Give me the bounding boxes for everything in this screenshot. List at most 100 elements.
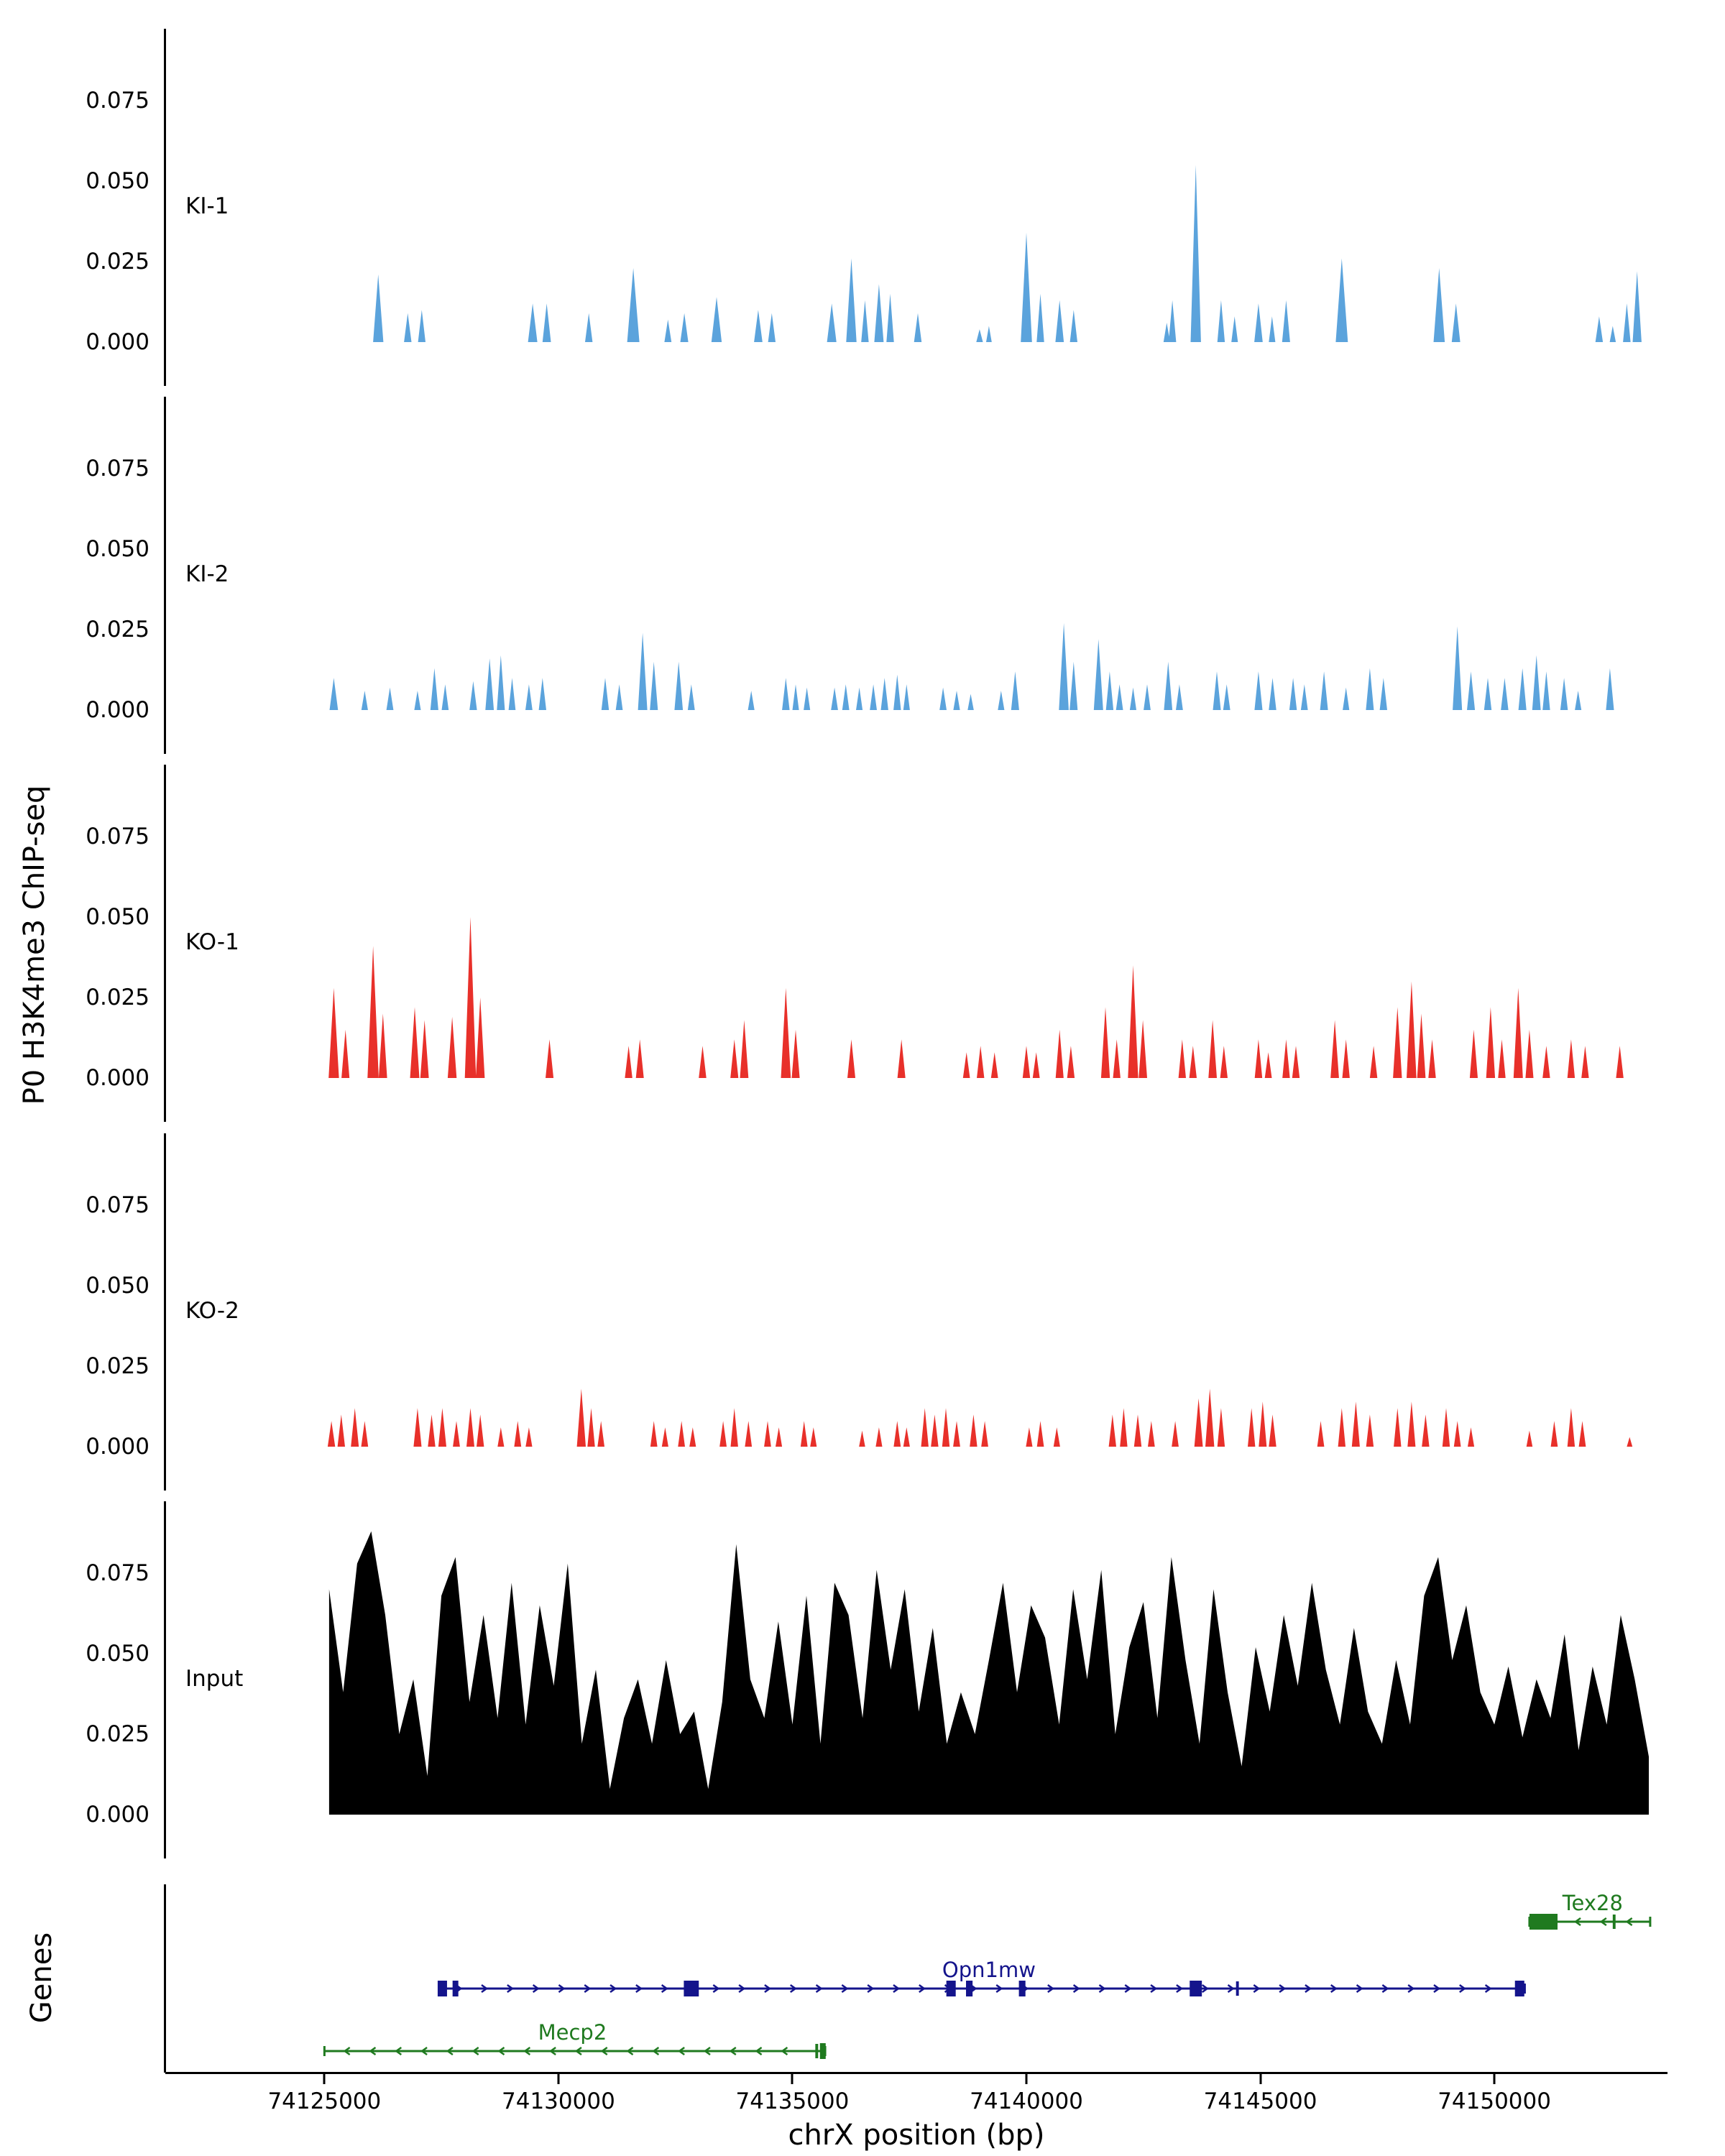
x-tick-label: 74145000 xyxy=(1203,2088,1317,2114)
strand-arrow-icon xyxy=(558,1984,566,1994)
gene-label-mecp2: Mecp2 xyxy=(538,2020,607,2045)
strand-arrow-icon xyxy=(729,2046,737,2056)
coverage-svg-input xyxy=(328,1531,1649,1815)
strand-arrow-icon xyxy=(1124,1984,1132,1994)
x-tick-mark xyxy=(1493,2073,1496,2084)
y-tick-label: 0.075 xyxy=(86,88,150,114)
strand-arrow-icon xyxy=(661,1984,668,1994)
strand-arrow-icon xyxy=(919,1984,926,1994)
track-label-ko-1: KO-1 xyxy=(185,929,239,955)
gene-mecp2: Mecp2 xyxy=(323,2020,827,2059)
strand-arrow-icon xyxy=(893,1984,901,1994)
y-tick-label: 0.075 xyxy=(86,1192,150,1218)
y-tick-label: 0.025 xyxy=(86,985,150,1010)
strand-arrow-icon xyxy=(610,1984,617,1994)
y-tick-label: 0.025 xyxy=(86,249,150,275)
gene-exon xyxy=(1529,1914,1558,1930)
genes-panel-title: Genes xyxy=(25,1932,58,2024)
coverage-svg-ko-2 xyxy=(165,1388,1668,1447)
gene-exon xyxy=(946,1981,956,1996)
y-axis-line xyxy=(164,397,166,754)
strand-arrow-icon xyxy=(755,2046,763,2056)
strand-arrow-icon xyxy=(738,1984,746,1994)
coverage-area-ki-1 xyxy=(165,165,1668,342)
strand-arrow-icon xyxy=(395,2046,402,2056)
gene-track-svg: Tex28 Opn1mw Mecp2 xyxy=(323,1891,1652,2059)
coverage-area-input xyxy=(328,1531,1649,1815)
gene-exon xyxy=(819,2043,826,2059)
strand-arrow-icon xyxy=(1573,1917,1581,1927)
y-tick-label: 0.050 xyxy=(86,904,150,930)
x-tick-mark xyxy=(557,2073,560,2084)
strand-arrow-icon xyxy=(815,1984,823,1994)
x-tick-label: 74135000 xyxy=(735,2088,850,2114)
gene-exon xyxy=(452,1981,459,1996)
strand-arrow-icon xyxy=(446,2046,454,2056)
y-tick-label: 0.000 xyxy=(86,1065,150,1091)
y-axis-line xyxy=(164,765,166,1122)
coverage-svg-ko-1 xyxy=(165,917,1668,1078)
gene-exon xyxy=(1612,1915,1616,1929)
strand-arrow-icon xyxy=(841,1984,849,1994)
y-tick-label: 0.050 xyxy=(86,168,150,194)
strand-arrow-icon xyxy=(1625,1917,1633,1927)
strand-arrow-icon xyxy=(1356,1984,1363,1994)
strand-arrow-icon xyxy=(1407,1984,1415,1994)
strand-arrow-icon xyxy=(1227,1984,1235,1994)
strand-arrow-icon xyxy=(626,2046,634,2056)
y-axis-line xyxy=(164,29,166,386)
strand-arrow-icon xyxy=(574,2046,582,2056)
strand-arrow-icon xyxy=(343,2046,351,2056)
strand-arrow-icon xyxy=(1484,1984,1492,1994)
gene-opn1mw: Opn1mw xyxy=(437,1958,1526,1996)
x-axis-line xyxy=(165,2072,1668,2074)
x-tick-label: 74150000 xyxy=(1438,2088,1551,2114)
y-tick-label: 0.000 xyxy=(86,697,150,723)
strand-arrow-icon xyxy=(1305,1984,1312,1994)
gene-exon xyxy=(815,2044,819,2058)
track-label-ko-2: KO-2 xyxy=(185,1298,239,1324)
gene-exon xyxy=(1514,1981,1524,1996)
y-tick-label: 0.025 xyxy=(86,1721,150,1747)
strand-arrow-icon xyxy=(1433,1984,1441,1994)
y-tick-label: 0.000 xyxy=(86,329,150,355)
y-tick-label: 0.075 xyxy=(86,1560,150,1586)
x-tick-label: 74140000 xyxy=(970,2088,1083,2114)
y-tick-label: 0.075 xyxy=(86,456,150,482)
strand-arrow-icon xyxy=(1150,1984,1158,1994)
x-tick-mark xyxy=(791,2073,794,2084)
strand-arrow-icon xyxy=(369,2046,377,2056)
gene-exon xyxy=(684,1981,699,1996)
coverage-area-ki-2 xyxy=(165,623,1668,710)
y-tick-label: 0.025 xyxy=(86,617,150,642)
coverage-svg-ki-1 xyxy=(165,165,1668,342)
strand-arrow-icon xyxy=(420,2046,428,2056)
gene-exon xyxy=(437,1981,447,1996)
y-tick-label: 0.000 xyxy=(86,1434,150,1460)
strand-arrow-icon xyxy=(1330,1984,1338,1994)
y-tick-label: 0.050 xyxy=(86,1273,150,1299)
strand-arrow-icon xyxy=(1381,1984,1389,1994)
strand-arrow-icon xyxy=(712,1984,720,1994)
strand-arrow-icon xyxy=(507,1984,514,1994)
track-label-ki-1: KI-1 xyxy=(185,193,229,219)
strand-arrow-icon xyxy=(867,1984,875,1994)
x-tick-mark xyxy=(1259,2073,1262,2084)
strand-arrow-icon xyxy=(1047,1984,1054,1994)
coverage-svg-ki-2 xyxy=(165,623,1668,710)
strand-arrow-icon xyxy=(703,2046,711,2056)
gene-exon xyxy=(1236,1981,1239,1996)
strand-arrow-icon xyxy=(1201,1984,1209,1994)
gene-label-tex28: Tex28 xyxy=(1562,1891,1623,1915)
strand-arrow-icon xyxy=(1098,1984,1106,1994)
gene-exon xyxy=(966,1981,973,1996)
x-tick-mark xyxy=(323,2073,326,2084)
y-tick-label: 0.000 xyxy=(86,1802,150,1828)
coverage-area-ko-2 xyxy=(165,1388,1668,1447)
strand-arrow-icon xyxy=(995,1984,1003,1994)
x-tick-mark xyxy=(1025,2073,1028,2084)
y-tick-label: 0.050 xyxy=(86,536,150,562)
strand-arrow-icon xyxy=(497,2046,505,2056)
genes-axis-line xyxy=(164,1884,166,2073)
